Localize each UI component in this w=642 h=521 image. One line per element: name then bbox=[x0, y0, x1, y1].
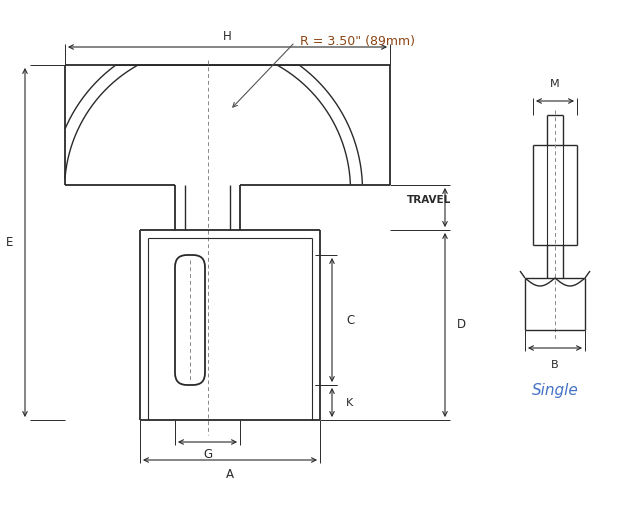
Text: K: K bbox=[346, 398, 353, 407]
Text: E: E bbox=[6, 236, 13, 249]
Text: R = 3.50" (89mm): R = 3.50" (89mm) bbox=[300, 35, 415, 48]
Text: B: B bbox=[551, 360, 559, 370]
Text: H: H bbox=[223, 31, 232, 43]
Text: M: M bbox=[550, 79, 560, 89]
Text: G: G bbox=[203, 448, 212, 461]
Text: A: A bbox=[226, 467, 234, 480]
Text: Single: Single bbox=[532, 383, 578, 398]
Text: C: C bbox=[346, 314, 354, 327]
Text: TRAVEL: TRAVEL bbox=[407, 195, 451, 205]
Text: D: D bbox=[457, 318, 466, 331]
